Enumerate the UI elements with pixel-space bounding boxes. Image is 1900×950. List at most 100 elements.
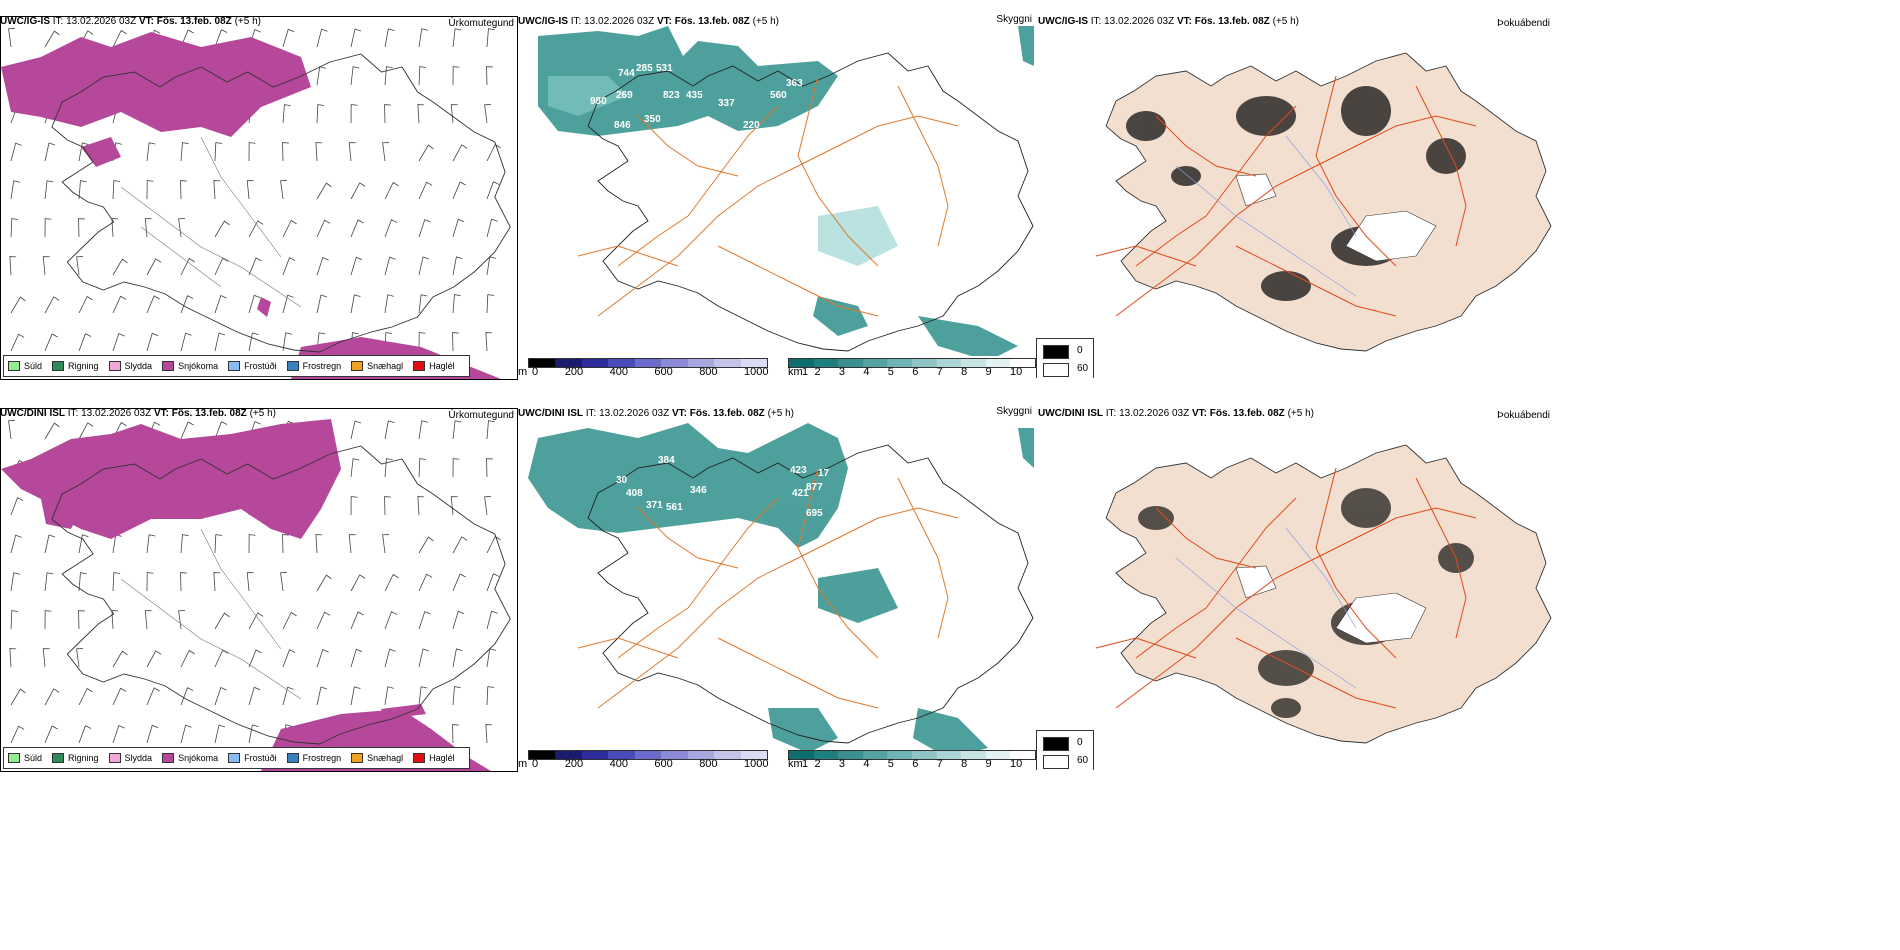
wind-barb (246, 180, 254, 200)
lead-time: (+5 h) (1272, 16, 1299, 27)
wind-barb (78, 687, 93, 706)
wind-barb (452, 294, 461, 314)
wind-barb (44, 725, 58, 744)
wind-barb (248, 332, 259, 352)
elevation-label: 421 (792, 488, 809, 499)
wind-barb (248, 142, 256, 162)
wind-barb (418, 420, 428, 440)
legend-swatch (228, 361, 241, 371)
height-scale-tick: 200 (564, 758, 584, 770)
road-line (897, 85, 949, 247)
wind-barb (44, 30, 60, 48)
it-value: 13.02.2026 03Z (81, 408, 152, 419)
wind-barb (214, 294, 227, 314)
wind-barb (282, 534, 289, 554)
wind-barb (8, 28, 15, 48)
vis-colorbar-row2 (788, 750, 1036, 760)
it-label: IT: (67, 408, 79, 419)
wind-barb (316, 104, 325, 124)
wind-barb (112, 29, 127, 48)
wind-barb (384, 611, 398, 630)
wind-barb (418, 218, 431, 238)
wind-barb (44, 610, 52, 630)
wind-barb (78, 725, 92, 744)
road-line (577, 637, 679, 659)
legend-swatch (8, 753, 20, 763)
legend-item-snjókoma: Snjókoma (162, 753, 218, 763)
fog-swatch-0 (1043, 345, 1069, 359)
wind-barb (384, 648, 396, 668)
legend-label: Slydda (124, 361, 153, 371)
legend-swatch (162, 361, 175, 371)
wind-barb (180, 142, 189, 162)
vis-scale-tick: 6 (912, 758, 919, 770)
wind-barb (280, 180, 287, 200)
wind-barb (486, 610, 498, 630)
vt-label: VT: (153, 408, 169, 419)
vis-scale-tick: 5 (887, 758, 894, 770)
wind-barb (146, 258, 162, 276)
it-label: IT: (52, 16, 64, 27)
wind-barb (78, 218, 85, 238)
wind-barb (146, 687, 160, 706)
wind-barb (418, 181, 433, 200)
vt-label: VT: (656, 16, 672, 27)
wind-barb (350, 66, 360, 86)
wind-barb (486, 28, 495, 48)
vis-scale-tick: 10 (1010, 758, 1023, 770)
vis-scale-tick: 6 (912, 366, 919, 378)
fog-swatch-60 (1043, 363, 1069, 377)
wind-barb (44, 333, 58, 352)
vis-scale-tick: 1 (802, 758, 809, 770)
road-line (617, 105, 779, 267)
height-scale-unit: m (518, 366, 528, 378)
legend-swatch (413, 753, 426, 763)
legend-label: Frostregn (302, 361, 342, 371)
legend-label: Slydda (124, 753, 153, 763)
legend-swatch (108, 361, 121, 371)
fog-map-row1 (1095, 52, 1552, 352)
height-scale-tick: 600 (654, 366, 673, 378)
vis-scale-tick: 3 (838, 366, 845, 378)
wind-barb (76, 648, 83, 668)
road-line (797, 75, 879, 267)
wind-barb (315, 534, 323, 554)
elevation-label: 980 (590, 96, 607, 107)
precip-legend-row1: Súld Rigning Slydda Snjókoma Frostúði Frostre… (3, 355, 470, 377)
wind-barb (112, 572, 121, 592)
wind-barb (180, 257, 195, 276)
header-fog-row2: UWC/DINI ISL IT: 13.02.2026 03Z VT: Fös.… (1038, 408, 1314, 419)
wind-barb (350, 28, 362, 48)
wind-barb (384, 28, 395, 48)
wind-barb (8, 420, 15, 440)
wind-barb (180, 29, 194, 48)
wind-barb (384, 256, 396, 276)
legend-label: Snæhagl (367, 753, 404, 763)
legend-label: Snæhagl (367, 361, 404, 371)
height-colorbar-row2 (528, 750, 768, 760)
wind-barb (146, 724, 159, 744)
legend-item-súld: Súld (8, 361, 42, 371)
wind-barb (418, 573, 433, 592)
wind-barb (112, 180, 121, 200)
wind-barb (144, 610, 152, 630)
elevation-label: 744 (618, 68, 635, 79)
legend-swatch (413, 361, 426, 371)
vis-scale-tick: 8 (961, 366, 968, 378)
model-name: UWC/DINI ISL (1038, 408, 1103, 419)
vis-scale-tick: 9 (985, 366, 992, 378)
road-line (717, 637, 879, 709)
wind-barb (10, 610, 19, 630)
wind-barb (44, 534, 56, 554)
fog-panel-row2: 0 60 (1036, 408, 1556, 770)
it-label: IT: (585, 408, 597, 419)
it-value: 13.02.2026 03Z (66, 16, 137, 27)
wind-barb (452, 648, 463, 668)
header-vis-row1: UWC/IG-IS IT: 13.02.2026 03Z VT: Fös. 13… (518, 16, 779, 27)
wind-barb (485, 332, 493, 352)
wind-barb (111, 218, 119, 238)
model-name: UWC/DINI ISL (518, 408, 583, 419)
visibility-map-row1: 744 285 531 980 269 823 435 846 350 228 337 220 5603… (538, 26, 1034, 361)
wind-barb (418, 256, 430, 276)
